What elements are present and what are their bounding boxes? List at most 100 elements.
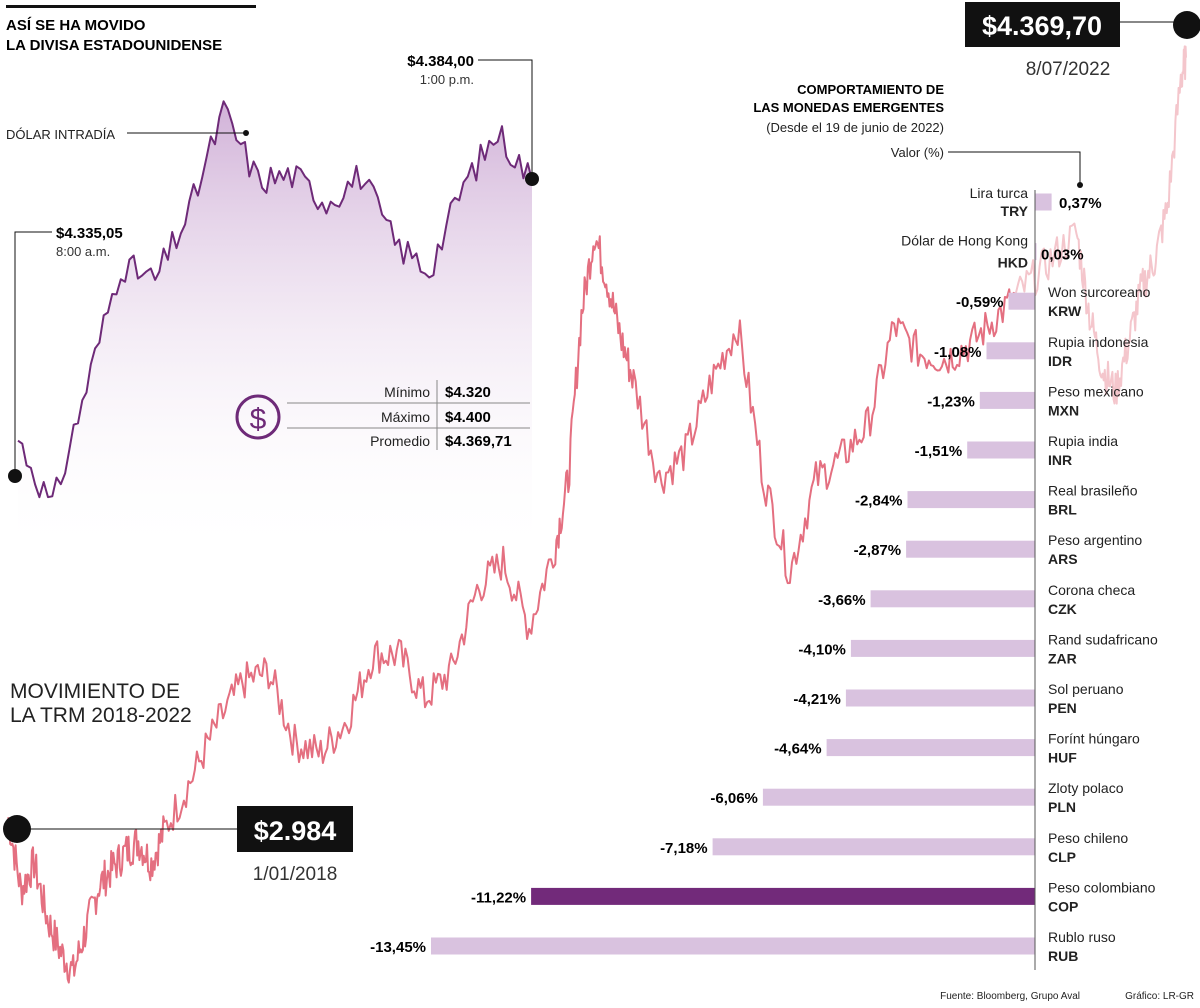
value-legend-leader (948, 151, 1081, 184)
intraday-area-fill (18, 101, 532, 561)
bar-category-name: Dólar de Hong Kong (901, 233, 1028, 249)
stat-value-max: $4.400 (445, 409, 491, 426)
bar-value-label: -2,87% (854, 542, 902, 559)
bar-value-label: 0,03% (1041, 247, 1084, 264)
bar-value-label: -4,10% (798, 641, 846, 658)
bar-value-label: -4,64% (774, 741, 822, 758)
intraday-series-label: DÓLAR INTRADÍA (6, 127, 115, 142)
footer-credit: Gráfico: LR-GR (1125, 991, 1194, 1002)
header-rule (6, 5, 256, 8)
trm-series-line-faded (1014, 45, 1187, 405)
bar-category-code: COP (1048, 898, 1078, 914)
bar-value-label: -2,84% (855, 493, 903, 510)
trm-label-line2: LA TRM 2018-2022 (10, 704, 192, 727)
intraday-close-marker (525, 172, 539, 186)
bar-czk (870, 590, 1035, 608)
bar-category-code: TRY (1001, 203, 1029, 219)
emerging-bar-chart: 0,37% Lira turca TRY 0,03% Dólar de Hong Kon… (370, 185, 1158, 964)
dollar-circle-icon: $ (235, 394, 281, 440)
bar-category-code: PLN (1048, 799, 1076, 815)
bar-category-name: Peso chileno (1048, 830, 1128, 846)
trm-end-date: 8/07/2022 (1026, 59, 1111, 80)
bar-pen (845, 689, 1035, 707)
emerging-value-legend: Valor (%) (891, 145, 944, 160)
bar-idr (986, 342, 1035, 360)
trm-start-value: $2.984 (254, 816, 337, 846)
bar-cop (531, 887, 1035, 905)
trm-end-value: $4.369,70 (982, 11, 1102, 41)
trm-end-marker (1173, 11, 1200, 39)
bar-category-name: Rublo ruso (1048, 929, 1116, 945)
bar-category-code: HKD (998, 255, 1028, 271)
bar-category-name: Rupia india (1048, 433, 1118, 449)
bar-category-code: CLP (1048, 849, 1076, 865)
bar-inr (967, 441, 1035, 459)
intraday-stats-table: Mínimo $4.320 Máximo $4.400 Promedio $4.… (287, 380, 530, 450)
svg-text:$: $ (250, 403, 267, 436)
bar-category-code: PEN (1048, 700, 1077, 716)
bar-value-label: -4,21% (793, 691, 841, 708)
bar-category-code: IDR (1048, 353, 1072, 369)
bar-category-name: Peso colombiano (1048, 879, 1156, 895)
bar-category-name: Sol peruano (1048, 681, 1124, 697)
stat-label-min: Mínimo (384, 384, 430, 400)
emerging-subtitle: (Desde el 19 de junio de 2022) (766, 120, 944, 135)
bar-category-code: ZAR (1048, 650, 1077, 666)
bar-category-name: Real brasileño (1048, 483, 1138, 499)
bar-hkd (1035, 243, 1037, 261)
bar-category-name: Rupia indonesia (1048, 334, 1149, 350)
bar-value-label: -6,06% (710, 790, 758, 807)
bar-category-name: Peso mexicano (1048, 383, 1144, 399)
bar-value-label: -0,59% (956, 294, 1004, 311)
intraday-open-leader (14, 231, 52, 476)
stat-label-max: Máximo (381, 409, 430, 425)
bar-zar (850, 639, 1035, 657)
intraday-series-line (17, 100, 533, 499)
header-title-line2: LA DIVISA ESTADOUNIDENSE (6, 37, 222, 54)
intraday-open-value: $4.335,05 (56, 225, 123, 242)
intraday-chart (17, 100, 533, 561)
bar-value-label: -3,66% (818, 592, 866, 609)
stat-label-avg: Promedio (370, 433, 430, 449)
trm-start-date: 1/01/2018 (253, 864, 338, 885)
bar-pln (762, 788, 1035, 806)
bar-category-code: KRW (1048, 303, 1082, 319)
bar-value-label: -13,45% (370, 939, 426, 956)
header-title-line1: ASÍ SE HA MOVIDO (6, 17, 146, 34)
bar-value-label: -1,51% (915, 443, 963, 460)
trm-series-line (7, 235, 1017, 984)
bar-category-code: CZK (1048, 601, 1077, 617)
intraday-label-dot (243, 130, 249, 136)
trm-label-line1: MOVIMIENTO DE (10, 680, 180, 703)
intraday-close-leader (478, 59, 533, 178)
bar-value-label: 0,37% (1059, 195, 1102, 212)
bar-value-label: -1,08% (934, 344, 982, 361)
bar-category-code: MXN (1048, 402, 1079, 418)
bar-category-name: Lira turca (970, 185, 1029, 201)
bar-category-name: Corona checa (1048, 582, 1135, 598)
emerging-title-line2: LAS MONEDAS EMERGENTES (753, 100, 944, 115)
bar-rub (431, 937, 1035, 955)
bar-category-code: RUB (1048, 948, 1078, 964)
emerging-title-line1: COMPORTAMIENTO DE (797, 82, 944, 97)
stat-value-min: $4.320 (445, 384, 491, 401)
bar-category-name: Rand sudafricano (1048, 631, 1158, 647)
bar-category-name: Forínt húngaro (1048, 731, 1140, 747)
intraday-close-time: 1:00 p.m. (420, 72, 474, 87)
trm-start-value-box (237, 806, 353, 852)
bar-value-label: -11,22% (471, 889, 526, 906)
intraday-close-value: $4.384,00 (407, 53, 474, 70)
trm-end-value-box (965, 2, 1120, 47)
bar-huf (826, 739, 1035, 757)
intraday-open-marker (8, 469, 22, 483)
bar-category-code: HUF (1048, 750, 1077, 766)
trm-line-chart (7, 45, 1187, 984)
trm-start-marker (3, 815, 31, 843)
bar-try (1035, 193, 1052, 211)
bar-category-code: ARS (1048, 551, 1078, 567)
bar-category-code: BRL (1048, 502, 1077, 518)
value-legend-dot (1077, 182, 1083, 188)
intraday-open-time: 8:00 a.m. (56, 244, 110, 259)
bar-category-name: Peso argentino (1048, 532, 1142, 548)
